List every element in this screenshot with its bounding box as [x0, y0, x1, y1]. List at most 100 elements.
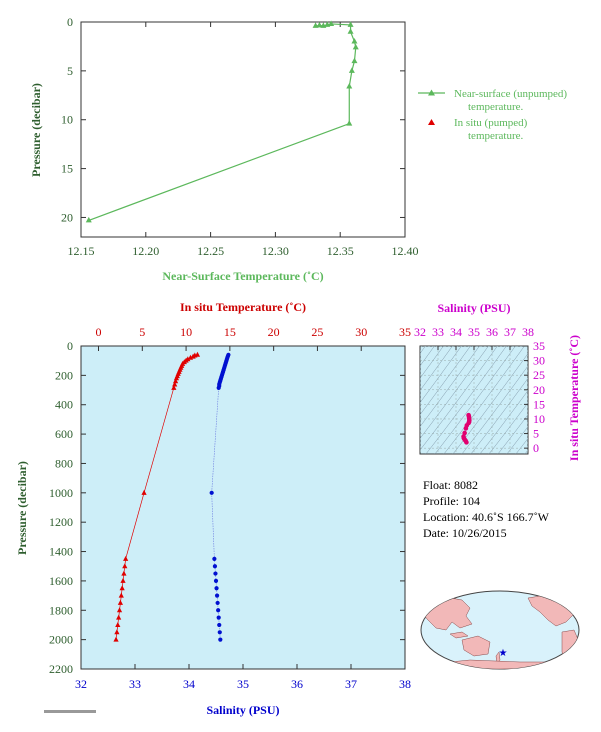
ts-temperature-tick-label: 25 [533, 368, 545, 382]
density-contour [506, 426, 528, 454]
density-contour [443, 346, 525, 454]
ts-salinity-tick-label: 37 [504, 325, 516, 339]
profile-number-text: Profile: 104 [423, 494, 480, 508]
density-contour [452, 353, 528, 454]
ts-temperature-tick-label: 10 [533, 412, 545, 426]
temperature-point [173, 375, 180, 381]
near-surface-temperature-point [328, 20, 335, 26]
near-surface-temperature-point [347, 21, 354, 27]
float-id-text: Float: 8082 [423, 478, 479, 492]
ts-salinity-tick-label: 32 [414, 325, 426, 339]
salinity-point [214, 586, 219, 591]
temperature-tick-label: 5 [139, 325, 145, 339]
legend-marker-in-situ [428, 119, 435, 125]
location-text: Location: 40.6˚S 166.7˚W [423, 510, 549, 524]
density-contour [420, 346, 462, 404]
pressure-tick-label: 1000 [49, 486, 73, 500]
temperature-point [172, 378, 179, 384]
temperature-point [141, 489, 147, 495]
density-contour [420, 346, 471, 416]
pressure-tick-label: 2000 [49, 633, 73, 647]
pressure-tick-label: 1200 [49, 515, 73, 529]
legend-label-in-situ-cont: temperature. [468, 130, 524, 142]
top-x-tick-label: 12.40 [392, 244, 419, 258]
top-x-tick-label: 12.15 [68, 244, 95, 258]
pressure-tick-label: 400 [55, 398, 73, 412]
profile-chart-bottom-axis-label: Salinity (PSU) [206, 703, 279, 717]
salinity-point [217, 622, 222, 628]
top-y-tick-label: 20 [61, 210, 73, 224]
density-contour [434, 346, 516, 454]
salinity-point [212, 564, 218, 569]
salinity-point [217, 630, 222, 635]
salinity-point [216, 385, 221, 390]
ts-salinity-tick-label: 35 [468, 325, 480, 339]
density-contour [515, 438, 528, 454]
top-y-tick-label: 0 [67, 15, 73, 29]
temperature-point [121, 570, 127, 576]
temperature-tick-label: 20 [268, 325, 280, 339]
temperature-point [119, 585, 125, 591]
temperature-point [114, 629, 120, 635]
date-text: Date: 10/26/2015 [423, 526, 507, 540]
density-contour [461, 365, 528, 454]
legend-marker-near-surface [428, 89, 435, 96]
density-contour [420, 346, 498, 451]
temperature-tick-label: 35 [399, 325, 411, 339]
salinity-tick-label: 36 [291, 677, 303, 691]
top-y-tick-label: 5 [67, 64, 73, 78]
footer-mark [44, 710, 96, 713]
temperature-tick-label: 15 [224, 325, 236, 339]
density-contour [479, 390, 528, 454]
ts-density-contours [420, 346, 528, 454]
temperature-point [187, 354, 194, 360]
salinity-point [214, 593, 220, 598]
top-y-tick-label: 15 [61, 162, 73, 176]
near-surface-temperature-point [351, 57, 358, 64]
pressure-tick-label: 200 [55, 368, 73, 382]
ts-point [462, 430, 467, 436]
location-map: ★ [420, 590, 580, 670]
salinity-tick-label: 37 [345, 677, 357, 691]
ts-temperature-tick-label: 15 [533, 397, 545, 411]
top-chart-y-label: Pressure (decibar) [29, 83, 43, 177]
salinity-point [213, 571, 218, 576]
pressure-tick-label: 1600 [49, 574, 73, 588]
near-surface-temperature-point [352, 43, 359, 50]
pressure-tick-label: 0 [67, 339, 73, 353]
top-x-tick-label: 12.20 [132, 244, 159, 258]
near-surface-temperature-point [316, 21, 323, 28]
temperature-tick-label: 10 [180, 325, 192, 339]
density-contour [470, 377, 528, 454]
temperature-tick-label: 30 [355, 325, 367, 339]
near-surface-temperature-point [348, 67, 355, 73]
float-location-star-icon: ★ [499, 648, 508, 659]
ts-salinity-tick-label: 38 [522, 325, 534, 339]
salinity-point [212, 556, 217, 561]
ts-temperature-tick-label: 35 [533, 339, 545, 353]
pressure-tick-label: 1400 [49, 545, 73, 559]
near-surface-temperature-chart: 12.15 12.20 12.25 12.30 12.35 12.40 05101520 … [29, 15, 567, 283]
temperature-point [123, 555, 129, 561]
ts-temperature-tick-label: 30 [533, 354, 545, 368]
salinity-point [209, 490, 214, 495]
density-contour [488, 402, 528, 454]
top-x-tick-label: 12.25 [197, 244, 224, 258]
salinity-point [215, 600, 220, 606]
temperature-point [115, 621, 121, 627]
salinity-point [218, 637, 223, 642]
profile-chart: 0 5 10 15 20 25 30 35 32 33 34 35 36 37 38 0 200 400 600… [15, 300, 411, 717]
temperature-point [116, 607, 123, 613]
density-contour [524, 449, 528, 454]
ts-diagram-y-label: In situ Temperature (˚C) [567, 335, 581, 461]
ts-point [464, 440, 469, 445]
profile-chart-frame [80, 345, 406, 670]
salinity-tick-label: 34 [183, 677, 195, 691]
temperature-point [117, 599, 124, 605]
near-surface-temperature-point [85, 216, 92, 223]
temperature-tick-label: 0 [96, 325, 102, 339]
salinity-tick-label: 32 [75, 677, 87, 691]
salinity-tick-label: 33 [129, 677, 141, 691]
